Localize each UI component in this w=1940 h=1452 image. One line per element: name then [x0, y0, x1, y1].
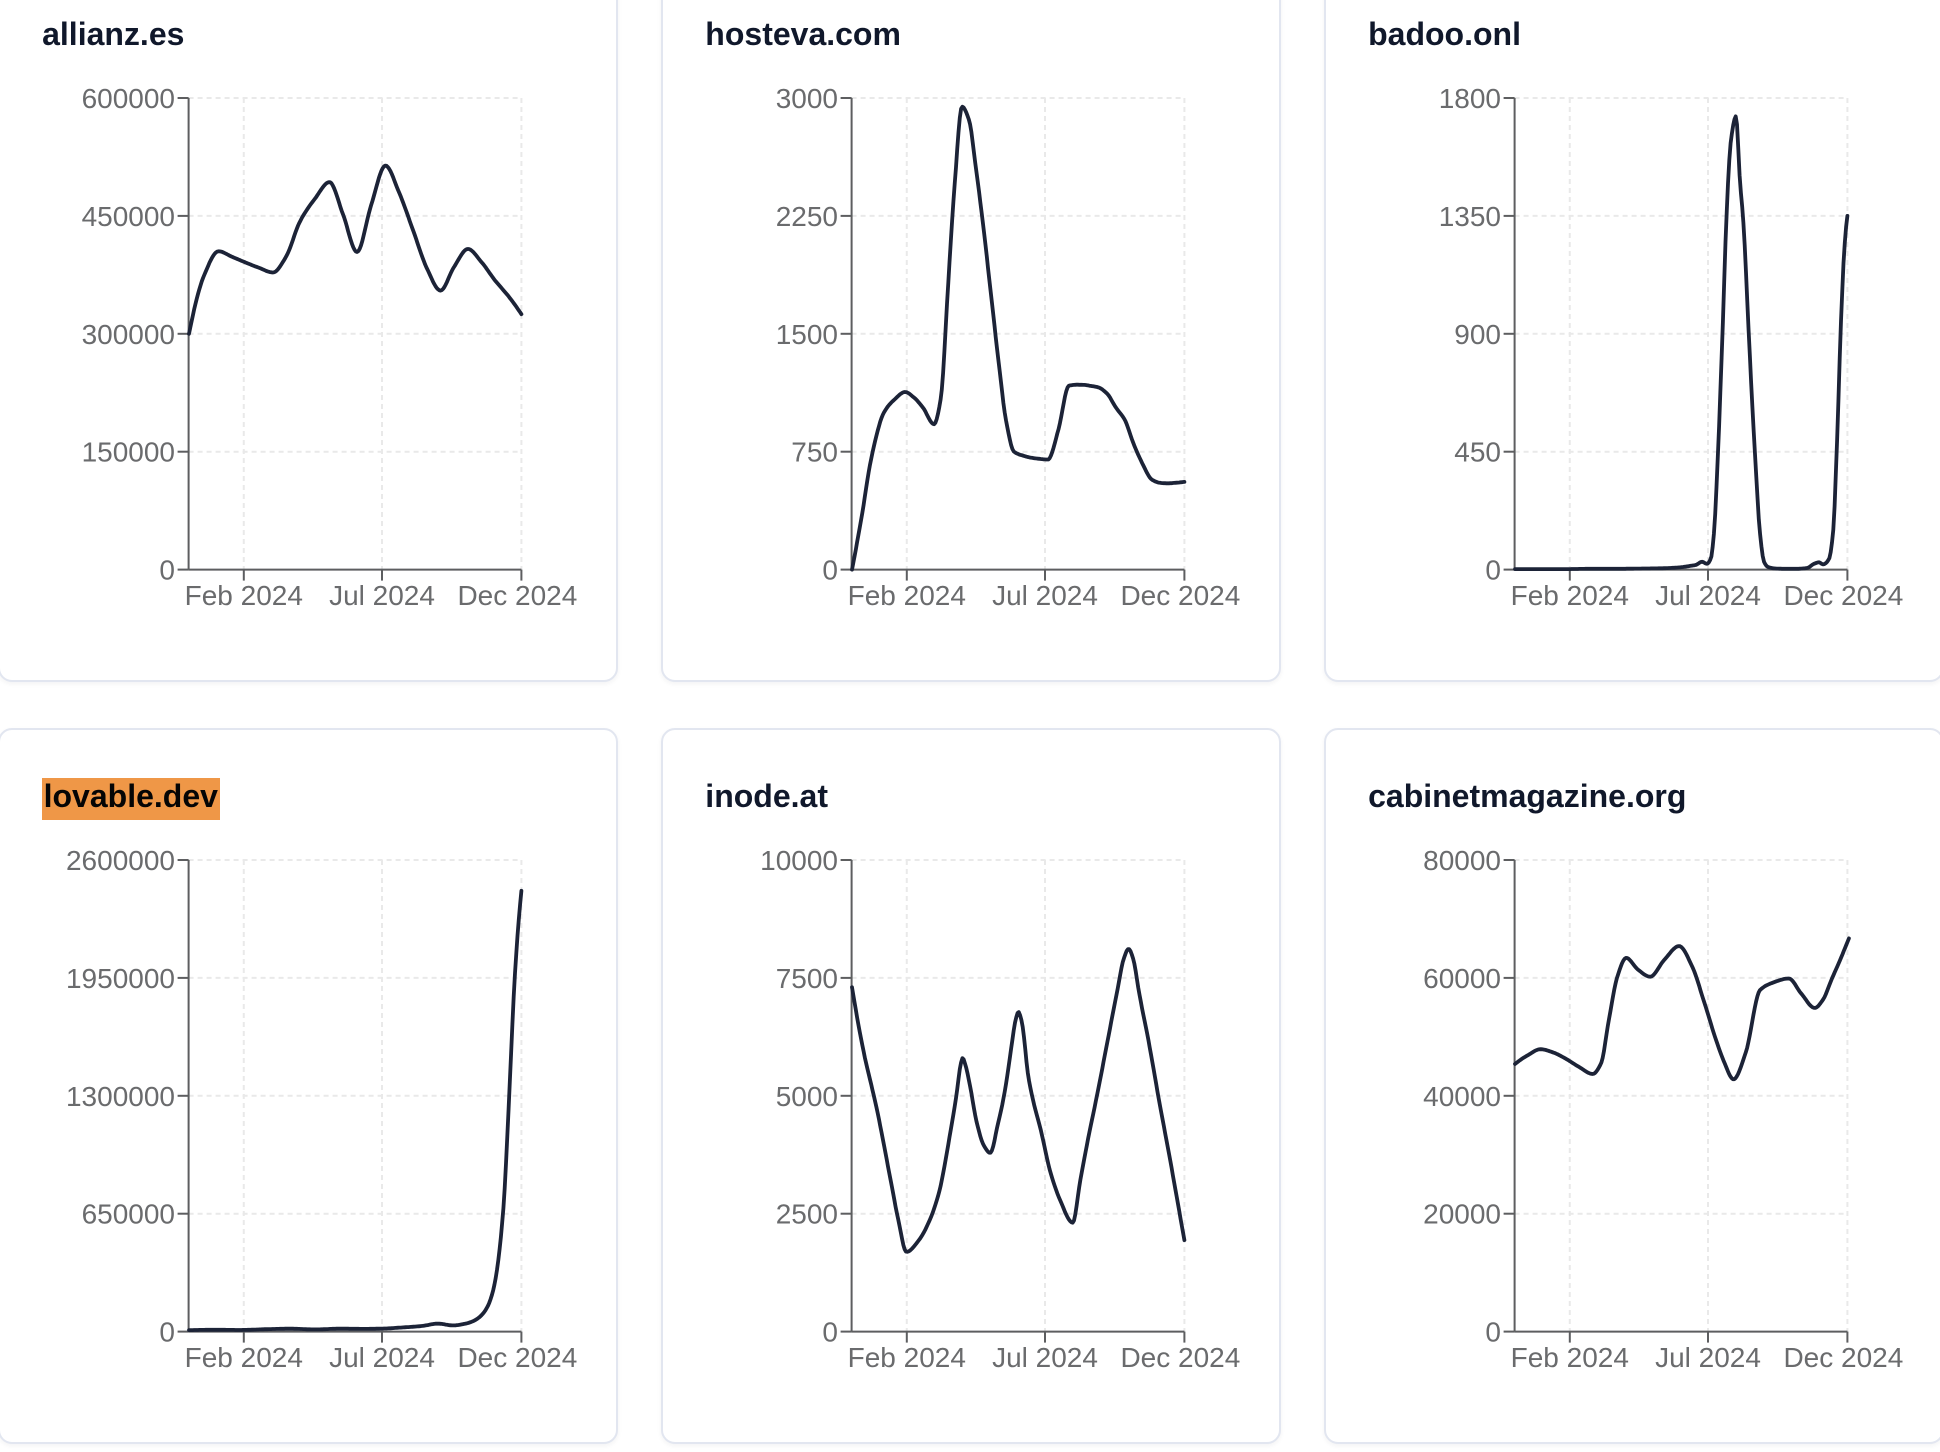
- svg-text:450: 450: [1454, 437, 1501, 468]
- svg-text:1350: 1350: [1438, 201, 1500, 232]
- svg-text:Jul 2024: Jul 2024: [1655, 1342, 1761, 1373]
- svg-text:5000: 5000: [776, 1081, 838, 1112]
- svg-text:150000: 150000: [81, 437, 174, 468]
- svg-text:80000: 80000: [1423, 845, 1501, 876]
- svg-text:1500: 1500: [776, 319, 838, 350]
- svg-text:Feb 2024: Feb 2024: [1510, 580, 1628, 611]
- svg-text:3000: 3000: [776, 83, 838, 114]
- svg-text:40000: 40000: [1423, 1081, 1501, 1112]
- svg-text:Jul 2024: Jul 2024: [992, 1342, 1098, 1373]
- svg-text:0: 0: [1485, 1317, 1501, 1348]
- svg-text:Dec 2024: Dec 2024: [1120, 580, 1240, 611]
- svg-text:Dec 2024: Dec 2024: [1120, 1342, 1240, 1373]
- svg-text:300000: 300000: [81, 319, 174, 350]
- svg-text:Dec 2024: Dec 2024: [1783, 580, 1903, 611]
- svg-text:Feb 2024: Feb 2024: [847, 1342, 965, 1373]
- svg-text:60000: 60000: [1423, 963, 1501, 994]
- svg-text:0: 0: [159, 555, 175, 586]
- svg-text:20000: 20000: [1423, 1199, 1501, 1230]
- svg-text:650000: 650000: [81, 1199, 174, 1230]
- svg-text:450000: 450000: [81, 201, 174, 232]
- svg-text:1800: 1800: [1438, 83, 1500, 114]
- svg-text:Feb 2024: Feb 2024: [847, 580, 965, 611]
- svg-text:7500: 7500: [776, 963, 838, 994]
- svg-text:0: 0: [822, 555, 838, 586]
- svg-text:Dec 2024: Dec 2024: [457, 580, 577, 611]
- svg-text:Dec 2024: Dec 2024: [457, 1342, 577, 1373]
- svg-text:2600000: 2600000: [66, 845, 175, 876]
- svg-text:Dec 2024: Dec 2024: [1783, 1342, 1903, 1373]
- svg-text:0: 0: [822, 1317, 838, 1348]
- svg-text:750: 750: [791, 437, 838, 468]
- svg-text:2500: 2500: [776, 1199, 838, 1230]
- svg-text:0: 0: [159, 1317, 175, 1348]
- svg-text:900: 900: [1454, 319, 1501, 350]
- svg-text:Jul 2024: Jul 2024: [329, 1342, 435, 1373]
- svg-text:1950000: 1950000: [66, 963, 175, 994]
- svg-text:Jul 2024: Jul 2024: [1655, 580, 1761, 611]
- svg-text:1300000: 1300000: [66, 1081, 175, 1112]
- svg-text:10000: 10000: [760, 845, 838, 876]
- svg-text:0: 0: [1485, 555, 1501, 586]
- svg-text:Feb 2024: Feb 2024: [184, 580, 302, 611]
- svg-text:600000: 600000: [81, 83, 174, 114]
- svg-text:2250: 2250: [776, 201, 838, 232]
- svg-text:Jul 2024: Jul 2024: [329, 580, 435, 611]
- svg-text:Feb 2024: Feb 2024: [184, 1342, 302, 1373]
- svg-text:Feb 2024: Feb 2024: [1510, 1342, 1628, 1373]
- svg-text:Jul 2024: Jul 2024: [992, 580, 1098, 611]
